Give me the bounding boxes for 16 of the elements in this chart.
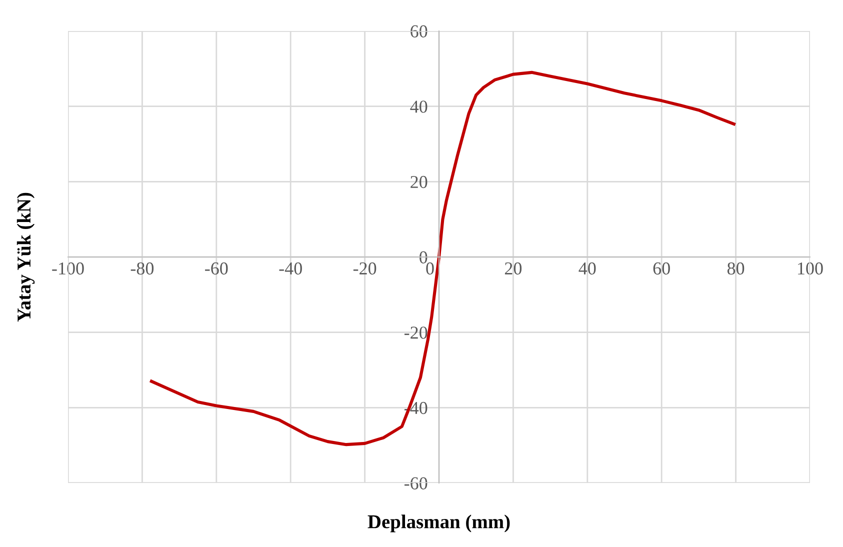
x-tick-label: 80 — [727, 262, 744, 275]
y-axis-title: Yatay Yük (kN) — [16, 192, 35, 322]
x-tick-label: -20 — [353, 262, 376, 275]
x-tick-label: -40 — [279, 262, 302, 275]
x-tick-label: -80 — [130, 262, 154, 275]
x-axis-title: Deplasman (mm) — [368, 514, 510, 532]
x-tick-label: 100 — [798, 262, 823, 275]
y-tick-label: -20 — [404, 326, 428, 339]
x-tick-label: 40 — [578, 262, 596, 275]
y-tick-label: 20 — [410, 176, 428, 188]
y-tick-label: 60 — [410, 25, 428, 38]
x-tick-label: -100 — [52, 262, 84, 275]
x-tick-label: 20 — [504, 262, 522, 275]
y-tick-label: 40 — [410, 100, 428, 113]
x-tick-label: -60 — [205, 262, 228, 275]
x-tick-label: 60 — [653, 262, 670, 275]
